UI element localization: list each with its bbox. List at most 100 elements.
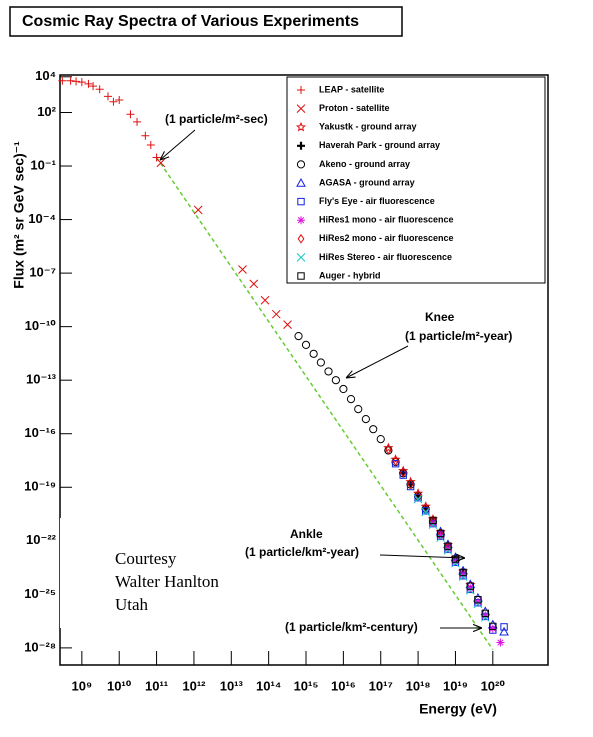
data-point xyxy=(383,442,394,453)
data-point xyxy=(436,531,445,540)
y-tick-label: 10⁴ xyxy=(35,68,56,83)
data-point xyxy=(481,611,490,620)
data-point xyxy=(141,131,150,140)
x-tick-label: 10¹³ xyxy=(220,678,244,693)
data-point xyxy=(428,520,438,529)
annotation: Knee xyxy=(425,310,455,324)
data-point xyxy=(413,494,423,504)
data-point xyxy=(376,435,385,444)
data-point xyxy=(459,568,467,577)
data-point xyxy=(488,624,497,633)
data-point xyxy=(466,584,475,593)
data-point xyxy=(443,544,452,553)
data-point xyxy=(115,96,124,105)
note-text: Courtesy xyxy=(115,549,177,568)
legend-label: Haverah Park - ground array xyxy=(319,140,440,150)
data-point xyxy=(481,609,490,618)
legend-box xyxy=(286,76,546,284)
legend-marker xyxy=(296,104,306,113)
data-point xyxy=(384,444,392,455)
data-point xyxy=(436,533,445,543)
data-point xyxy=(465,585,475,595)
reference-line xyxy=(155,157,494,651)
y-tick-label: 10⁻⁴ xyxy=(28,211,56,226)
data-point xyxy=(238,265,247,274)
y-tick-label: 10⁻¹⁶ xyxy=(24,425,56,440)
legend-label: HiRes Stereo - air fluorescence xyxy=(319,252,452,262)
legend-marker xyxy=(297,197,305,206)
data-point xyxy=(399,467,407,478)
x-tick-label: 10¹¹ xyxy=(145,678,168,693)
data-point xyxy=(249,279,259,289)
data-point xyxy=(500,623,508,631)
y-tick-label: 10⁻¹⁰ xyxy=(25,318,57,333)
data-point xyxy=(309,349,318,358)
legend-marker xyxy=(296,160,306,169)
x-tick-label: 10¹⁶ xyxy=(331,678,356,693)
data-point xyxy=(339,384,348,394)
data-point xyxy=(499,626,509,636)
y-tick-label: 10⁻²⁸ xyxy=(24,639,56,654)
data-point xyxy=(66,76,75,85)
x-tick-label: 10¹⁴ xyxy=(256,678,281,693)
data-point xyxy=(361,415,370,424)
data-point xyxy=(271,309,281,319)
x-axis-title: Energy (eV) xyxy=(419,701,497,717)
data-point xyxy=(193,205,203,215)
x-tick-label: 10¹² xyxy=(182,678,206,693)
legend-marker xyxy=(296,253,306,262)
legend-label: HiRes1 mono - air fluorescence xyxy=(319,215,454,225)
annotation-arrow xyxy=(346,345,409,378)
data-point xyxy=(331,376,340,385)
data-point xyxy=(480,613,490,622)
data-point xyxy=(473,599,483,609)
x-tick-label: 10²⁰ xyxy=(481,678,506,693)
data-point xyxy=(428,518,437,527)
data-point xyxy=(444,542,452,550)
legend-label: AGASA - ground array xyxy=(319,177,415,187)
data-point xyxy=(260,295,270,305)
annotation-arrow xyxy=(379,555,465,558)
data-point xyxy=(146,141,155,150)
x-tick-label: 10¹⁹ xyxy=(443,678,468,693)
data-point xyxy=(407,479,415,489)
annotations: (1 particle/m²-sec) Knee (1 particle/m²-… xyxy=(60,112,512,634)
data-point xyxy=(301,340,311,349)
data-point xyxy=(84,79,93,88)
data-point xyxy=(451,557,460,566)
data-point xyxy=(294,332,303,341)
data-point xyxy=(489,622,497,631)
chart-title: Cosmic Ray Spectra of Various Experiment… xyxy=(22,13,359,30)
x-tick-label: 10¹⁵ xyxy=(294,678,319,693)
data-point xyxy=(95,85,104,94)
data-point xyxy=(324,367,333,376)
data-point xyxy=(369,425,378,434)
annotation: Ankle xyxy=(290,527,323,541)
x-tick-label: 10¹⁸ xyxy=(406,678,431,693)
note-text: Utah xyxy=(115,595,149,614)
data-point xyxy=(459,570,468,579)
x-tick-label: 10⁹ xyxy=(72,678,93,693)
data-point xyxy=(406,482,415,491)
data-point xyxy=(474,596,482,604)
legend-marker xyxy=(295,121,307,132)
data-point xyxy=(429,516,437,525)
data-point xyxy=(458,572,468,582)
data-point xyxy=(392,456,400,467)
y-tick-label: 10² xyxy=(37,104,56,119)
annotation: (1 particle/m²-year) xyxy=(405,329,512,343)
data-point xyxy=(390,454,401,464)
legend-marker xyxy=(297,233,305,244)
legend-marker xyxy=(297,272,305,280)
legend-marker xyxy=(296,177,306,187)
y-axis-title: Flux (m² sr GeV sec)⁻¹ xyxy=(11,141,27,289)
data-point xyxy=(58,76,67,85)
legend-marker xyxy=(297,86,305,94)
legend-label: Proton - satellite xyxy=(319,103,390,113)
data-point xyxy=(89,82,98,91)
data-point xyxy=(126,110,135,119)
data-point xyxy=(103,92,112,101)
legend-label: Fly's Eye - air fluorescence xyxy=(319,196,435,206)
data-point xyxy=(72,77,81,86)
